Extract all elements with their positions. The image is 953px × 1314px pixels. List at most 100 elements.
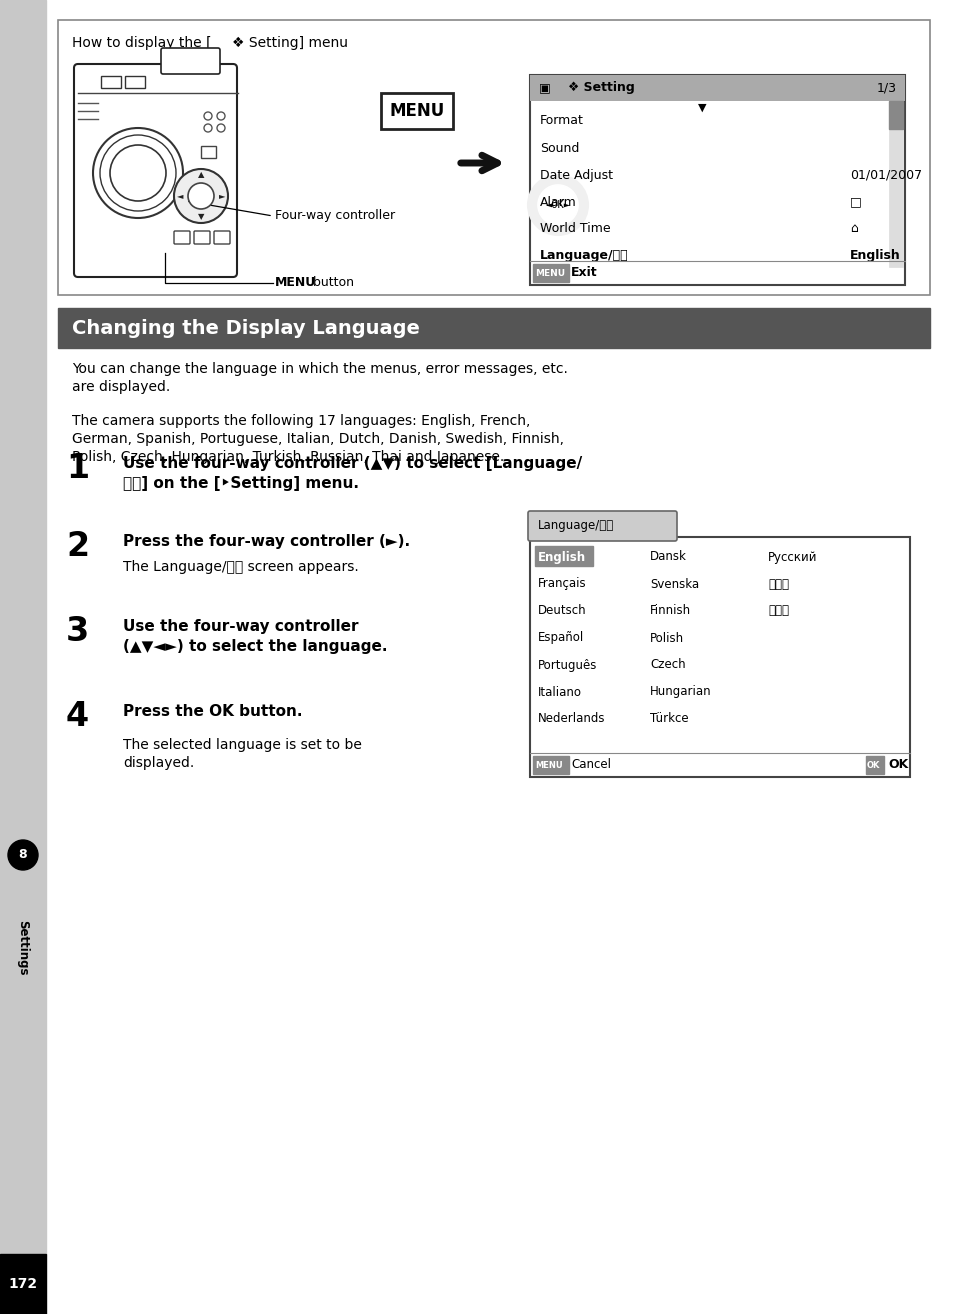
Text: Press the four-way controller (►).: Press the four-way controller (►).	[123, 533, 410, 549]
Bar	[559, 75, 904, 101]
Text: Sound: Sound	[539, 142, 578, 155]
Text: are displayed.: are displayed.	[71, 380, 170, 394]
Text: 8: 8	[19, 849, 28, 862]
Text: Türkce: Türkce	[649, 712, 688, 725]
Bar	[530, 75, 904, 285]
Bar	[58, 307, 929, 348]
Text: Exit: Exit	[571, 267, 597, 280]
Text: 4: 4	[66, 700, 89, 733]
FancyBboxPatch shape	[74, 64, 236, 277]
Text: Press the OK button.: Press the OK button.	[123, 704, 302, 719]
Text: Format: Format	[539, 114, 583, 127]
Text: Four-way controller: Four-way controller	[274, 209, 395, 222]
Text: MENU: MENU	[274, 276, 315, 289]
Bar	[201, 146, 215, 158]
Text: ❖ Setting: ❖ Setting	[567, 81, 634, 95]
FancyBboxPatch shape	[527, 511, 677, 541]
Text: Español: Español	[537, 632, 583, 644]
FancyBboxPatch shape	[380, 93, 453, 129]
Text: Italiano: Italiano	[537, 686, 581, 699]
Bar	[0, 1254, 46, 1314]
Text: Settings: Settings	[16, 920, 30, 975]
Text: 1/3: 1/3	[876, 81, 896, 95]
Bar	[888, 101, 902, 267]
Text: 2: 2	[66, 530, 89, 562]
Text: Polish, Czech, Hungarian, Turkish, Russian, Thai and Japanese.: Polish, Czech, Hungarian, Turkish, Russi…	[71, 449, 504, 464]
Circle shape	[188, 183, 213, 209]
Text: Changing the Display Language: Changing the Display Language	[71, 318, 419, 338]
Text: ►: ►	[218, 192, 225, 201]
Text: English: English	[849, 250, 900, 263]
Text: MENU: MENU	[535, 268, 564, 277]
Circle shape	[8, 840, 38, 870]
FancyBboxPatch shape	[173, 231, 190, 244]
Text: MENU: MENU	[389, 102, 444, 120]
Text: Русский: Русский	[767, 551, 817, 564]
Text: MENU: MENU	[535, 761, 562, 770]
Bar	[58, 20, 929, 296]
Text: 3: 3	[66, 615, 90, 648]
Text: Czech: Czech	[649, 658, 685, 671]
Bar	[533, 264, 568, 283]
Bar	[530, 75, 559, 101]
Text: Français: Français	[537, 577, 586, 590]
Text: Language/言語: Language/言語	[539, 250, 628, 263]
Text: Alarm: Alarm	[539, 196, 577, 209]
Text: Polish: Polish	[649, 632, 683, 644]
Text: Use the four-way controller (▲▼) to select [Language/: Use the four-way controller (▲▼) to sele…	[123, 456, 581, 470]
Text: The selected language is set to be: The selected language is set to be	[123, 738, 361, 752]
Text: ▣: ▣	[538, 81, 550, 95]
Text: 01/01/2007: 01/01/2007	[849, 168, 922, 181]
Text: The Language/言語 screen appears.: The Language/言語 screen appears.	[123, 560, 358, 574]
FancyBboxPatch shape	[213, 231, 230, 244]
Text: OK: OK	[866, 761, 880, 770]
Text: OK: OK	[887, 758, 907, 771]
Text: How to display the [: How to display the [	[71, 35, 212, 50]
Text: ▲: ▲	[197, 171, 204, 180]
Text: World Time: World Time	[539, 222, 610, 235]
Text: Deutsch: Deutsch	[537, 604, 586, 618]
Text: ◄: ◄	[176, 192, 183, 201]
Text: 172: 172	[9, 1277, 37, 1290]
Bar	[0, 0, 46, 1254]
Text: □: □	[849, 196, 861, 209]
Text: ⌂: ⌂	[849, 222, 857, 235]
Text: Português: Português	[537, 658, 597, 671]
Bar	[888, 101, 902, 129]
Text: Use the four-way controller: Use the four-way controller	[123, 619, 358, 633]
Bar	[101, 76, 121, 88]
Text: ▼: ▼	[698, 102, 706, 113]
FancyBboxPatch shape	[161, 49, 220, 74]
Bar	[535, 547, 593, 566]
Bar	[125, 76, 145, 88]
Circle shape	[173, 170, 228, 223]
Text: 日本語: 日本語	[767, 604, 788, 618]
Text: button: button	[309, 276, 354, 289]
Text: German, Spanish, Portuguese, Italian, Dutch, Danish, Swedish, Finnish,: German, Spanish, Portuguese, Italian, Du…	[71, 432, 563, 445]
Text: English: English	[537, 551, 585, 564]
Text: The camera supports the following 17 languages: English, French,: The camera supports the following 17 lan…	[71, 414, 530, 428]
Text: ◄OK►: ◄OK►	[545, 200, 570, 210]
FancyBboxPatch shape	[193, 231, 210, 244]
Text: Dansk: Dansk	[649, 551, 686, 564]
Text: ❖ Setting] menu: ❖ Setting] menu	[232, 35, 348, 50]
Text: (▲▼◄►) to select the language.: (▲▼◄►) to select the language.	[123, 639, 387, 654]
Text: ไทย: ไทย	[767, 577, 788, 590]
Text: 言語] on the [‣Setting] menu.: 言語] on the [‣Setting] menu.	[123, 476, 358, 491]
Text: Date Adjust: Date Adjust	[539, 168, 613, 181]
Text: Svenska: Svenska	[649, 577, 699, 590]
Bar	[865, 756, 883, 774]
Text: ▼: ▼	[197, 213, 204, 222]
Circle shape	[537, 185, 578, 225]
Text: Finnish: Finnish	[649, 604, 690, 618]
Text: Nederlands: Nederlands	[537, 712, 605, 725]
Circle shape	[527, 175, 587, 235]
Bar	[530, 537, 909, 777]
Bar	[533, 756, 568, 774]
Text: 1: 1	[66, 452, 89, 485]
Text: You can change the language in which the menus, error messages, etc.: You can change the language in which the…	[71, 361, 567, 376]
Text: Cancel: Cancel	[571, 758, 610, 771]
Text: Language/言語: Language/言語	[537, 519, 614, 532]
Text: Hungarian: Hungarian	[649, 686, 711, 699]
Text: displayed.: displayed.	[123, 756, 194, 770]
